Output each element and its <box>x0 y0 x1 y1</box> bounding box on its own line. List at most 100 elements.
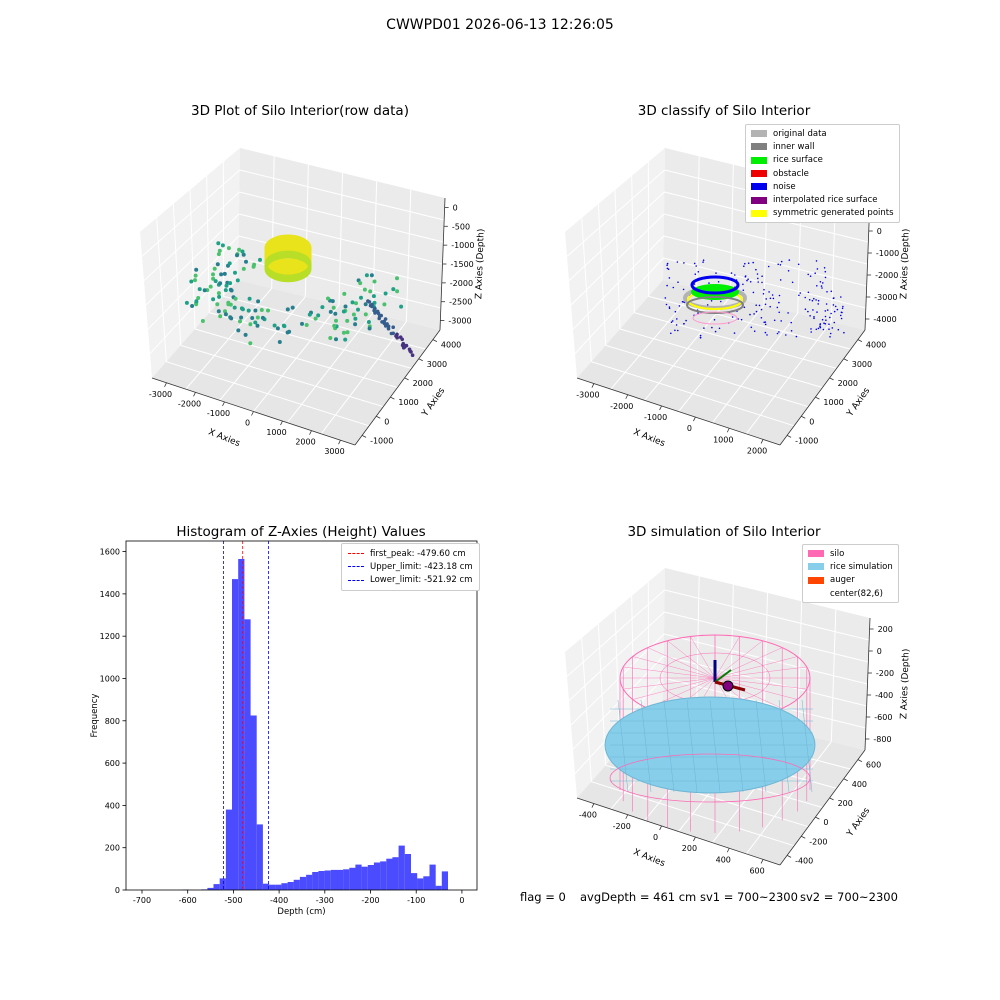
noise-point <box>811 299 814 302</box>
data-point <box>290 305 295 310</box>
data-point <box>194 299 199 304</box>
data-point <box>363 302 368 307</box>
histogram-bar <box>213 884 220 890</box>
noise-point <box>683 262 685 264</box>
z-axis-line <box>864 617 871 751</box>
y-tick-label: 400 <box>852 780 867 789</box>
histogram-bar <box>423 876 430 890</box>
x-tick-label: 2000 <box>295 438 315 447</box>
y-tick-label: 2000 <box>838 379 858 388</box>
noise-point <box>843 331 845 334</box>
x-tick <box>726 428 730 433</box>
x-axis-line <box>576 377 781 446</box>
noise-point <box>778 294 781 297</box>
data-point <box>383 291 388 296</box>
y-tick-label: 4000 <box>441 341 461 350</box>
noise-point <box>699 337 702 339</box>
legend-swatch <box>751 196 767 204</box>
histogram-bar <box>367 865 374 890</box>
silo-spoke <box>690 636 716 679</box>
noise-point <box>753 330 756 332</box>
noise-point <box>776 306 779 309</box>
data-point <box>389 331 394 336</box>
noise-point <box>777 263 779 266</box>
legend-swatch <box>751 156 767 164</box>
data-point <box>382 302 387 307</box>
x-tick-label: -700 <box>133 896 151 905</box>
x-tick-label: -600 <box>179 896 197 905</box>
x-tick-label: 0 <box>245 419 250 428</box>
noise-point <box>752 261 754 264</box>
data-point <box>238 319 242 324</box>
y-tick-label: 0 <box>384 417 389 426</box>
noise-point <box>706 304 709 306</box>
z-tick-label: 200 <box>878 625 893 634</box>
data-point <box>260 315 265 320</box>
noise-point <box>823 322 825 324</box>
y-axis-label: Y Axies <box>845 386 873 419</box>
silo-spoke <box>714 656 798 679</box>
noise-point <box>676 318 678 320</box>
panel3-title: Histogram of Z-Axies (Height) Values <box>176 524 426 540</box>
noise-point <box>814 272 816 274</box>
data-point <box>371 294 376 299</box>
noise-point <box>713 319 716 321</box>
rice-mesh-line <box>778 699 790 793</box>
legend-swatch <box>751 170 767 178</box>
histogram-bar <box>361 866 368 890</box>
noise-point <box>779 279 782 281</box>
noise-point <box>671 320 674 322</box>
y-tick <box>390 396 395 400</box>
noise-point <box>830 312 832 315</box>
noise-point <box>815 328 818 331</box>
data-point <box>216 241 221 246</box>
noise-point <box>841 307 844 310</box>
data-point <box>372 279 377 284</box>
histogram-bar <box>380 861 387 890</box>
panel4-title: 3D simulation of Silo Interior <box>627 524 821 540</box>
legend-swatch <box>751 130 767 138</box>
left-pane <box>140 148 240 378</box>
legend-entry-auger: auger <box>808 574 893 587</box>
data-point <box>208 284 213 289</box>
noise-point <box>666 284 668 287</box>
legend-entry-inner-wall: inner wall <box>751 140 894 153</box>
left-pane <box>565 148 665 378</box>
noise-point <box>666 264 668 266</box>
histogram-bar <box>330 869 337 890</box>
z-tick-label: -2000 <box>875 271 898 280</box>
data-point <box>247 296 252 301</box>
histogram-bar <box>429 864 436 890</box>
noise-point <box>780 260 783 263</box>
y-tick-label: 200 <box>838 799 853 808</box>
legend-entry-rice-simulation: rice simulation <box>808 560 893 573</box>
noise-point <box>756 273 759 275</box>
noise-point <box>753 313 755 315</box>
y-tick-label: 1000 <box>100 674 120 683</box>
y-tick-label: 600 <box>866 761 881 770</box>
data-point <box>353 322 358 327</box>
x-tick-label: 1000 <box>266 428 286 437</box>
noise-point <box>682 288 685 291</box>
legend-line <box>348 579 364 581</box>
y-tick <box>432 339 438 342</box>
noise-point <box>813 297 815 300</box>
noise-point <box>677 329 679 332</box>
y-tick <box>801 835 806 839</box>
histogram-bar <box>225 809 233 890</box>
y-tick-label: 600 <box>105 759 120 768</box>
legend-entry-center: center(82,6) <box>808 587 893 600</box>
noise-point <box>833 321 836 324</box>
noise-point <box>773 319 776 322</box>
data-point <box>332 323 337 328</box>
y-tick-label: 2000 <box>413 379 433 388</box>
histogram-bar <box>207 887 214 890</box>
noise-point <box>795 335 798 338</box>
sv2-text: sv2 = 700~2300 <box>800 890 898 904</box>
x-tick <box>591 383 595 388</box>
noise-point <box>771 294 774 296</box>
noise-point <box>742 283 744 286</box>
flag-text: flag = 0 <box>520 890 566 904</box>
data-point <box>237 247 242 252</box>
noise-point <box>668 307 671 310</box>
